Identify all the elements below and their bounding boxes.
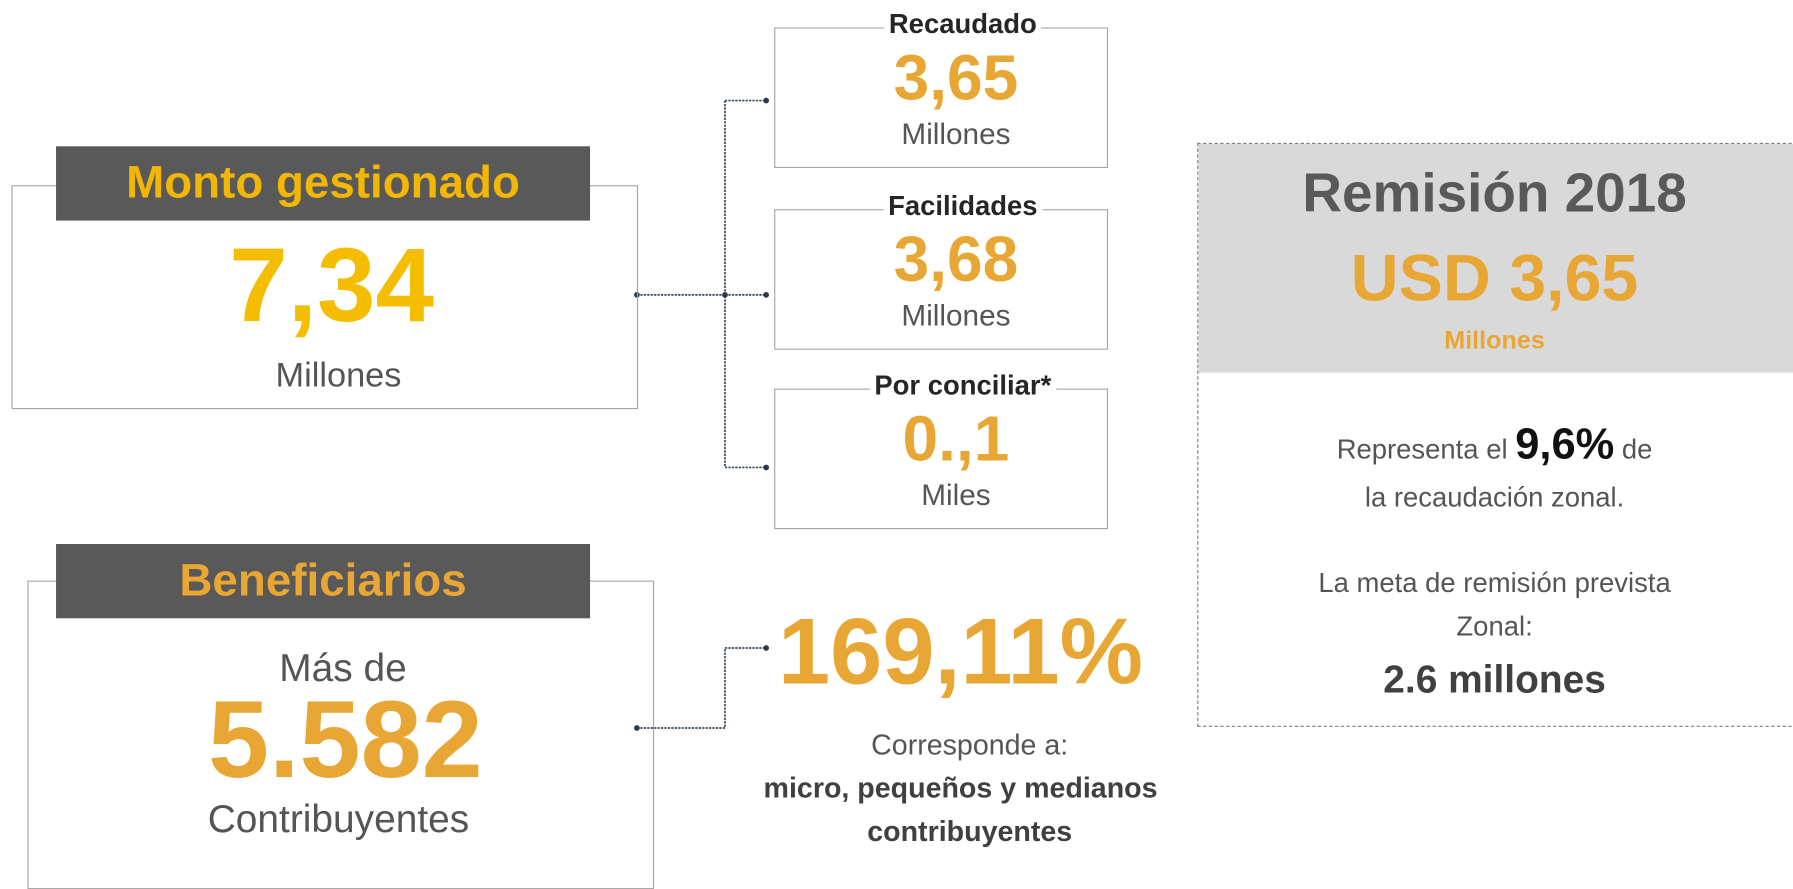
remision-pct: 9,6% — [1515, 421, 1614, 469]
slide: Monto gestionado 7,34 Millones Recaudado… — [0, 0, 1793, 872]
monto-unit: Millones — [276, 357, 402, 396]
breakdown-unit: Millones — [901, 298, 1010, 333]
monto-value: 7,34 — [229, 226, 434, 346]
remision-meta: La meta de remisión prevista — [1318, 568, 1670, 600]
breakdown-value: 3,68 — [894, 225, 1019, 294]
remision-meta-value: 2.6 millones — [1383, 658, 1606, 703]
remision-line2: la recaudación zonal. — [1365, 482, 1624, 514]
beneficiarios-value: 5.582 — [208, 683, 483, 797]
remision-unit: Millones — [1444, 326, 1545, 356]
percentage-detail: contribuyentes — [867, 816, 1072, 849]
page: Monto gestionado 7,34 Millones Recaudado… — [0, 0, 1793, 872]
breakdown-label: Recaudado — [884, 9, 1041, 41]
beneficiarios-title: Beneficiarios — [56, 544, 590, 618]
connector-bottom — [637, 648, 766, 728]
breakdown-label: Facilidades — [884, 191, 1043, 223]
monto-title: Monto gestionado — [56, 146, 590, 220]
breakdown-value: 3,65 — [894, 43, 1019, 112]
percentage-caption: Corresponde a: — [871, 729, 1068, 762]
remision-represent: Representa el 9,6% de — [1337, 421, 1653, 470]
connector-top — [637, 101, 766, 468]
breakdown-label: Por conciliar* — [870, 370, 1056, 402]
breakdown-value: 0.,1 — [903, 405, 1010, 474]
text: el — [1486, 434, 1507, 465]
remision-value: USD 3,65 — [1351, 240, 1639, 317]
breakdown-unit: Millones — [901, 117, 1010, 152]
text: de — [1622, 434, 1653, 465]
percentage-detail: micro, pequeños y medianos — [764, 773, 1158, 806]
text: Representa — [1337, 434, 1479, 465]
percentage-value: 169,11% — [778, 599, 1143, 706]
beneficiarios-unit: Contribuyentes — [208, 798, 470, 843]
remision-meta: Zonal: — [1456, 611, 1532, 643]
remision-title: Remisión 2018 — [1302, 162, 1686, 225]
breakdown-unit: Miles — [921, 478, 990, 513]
